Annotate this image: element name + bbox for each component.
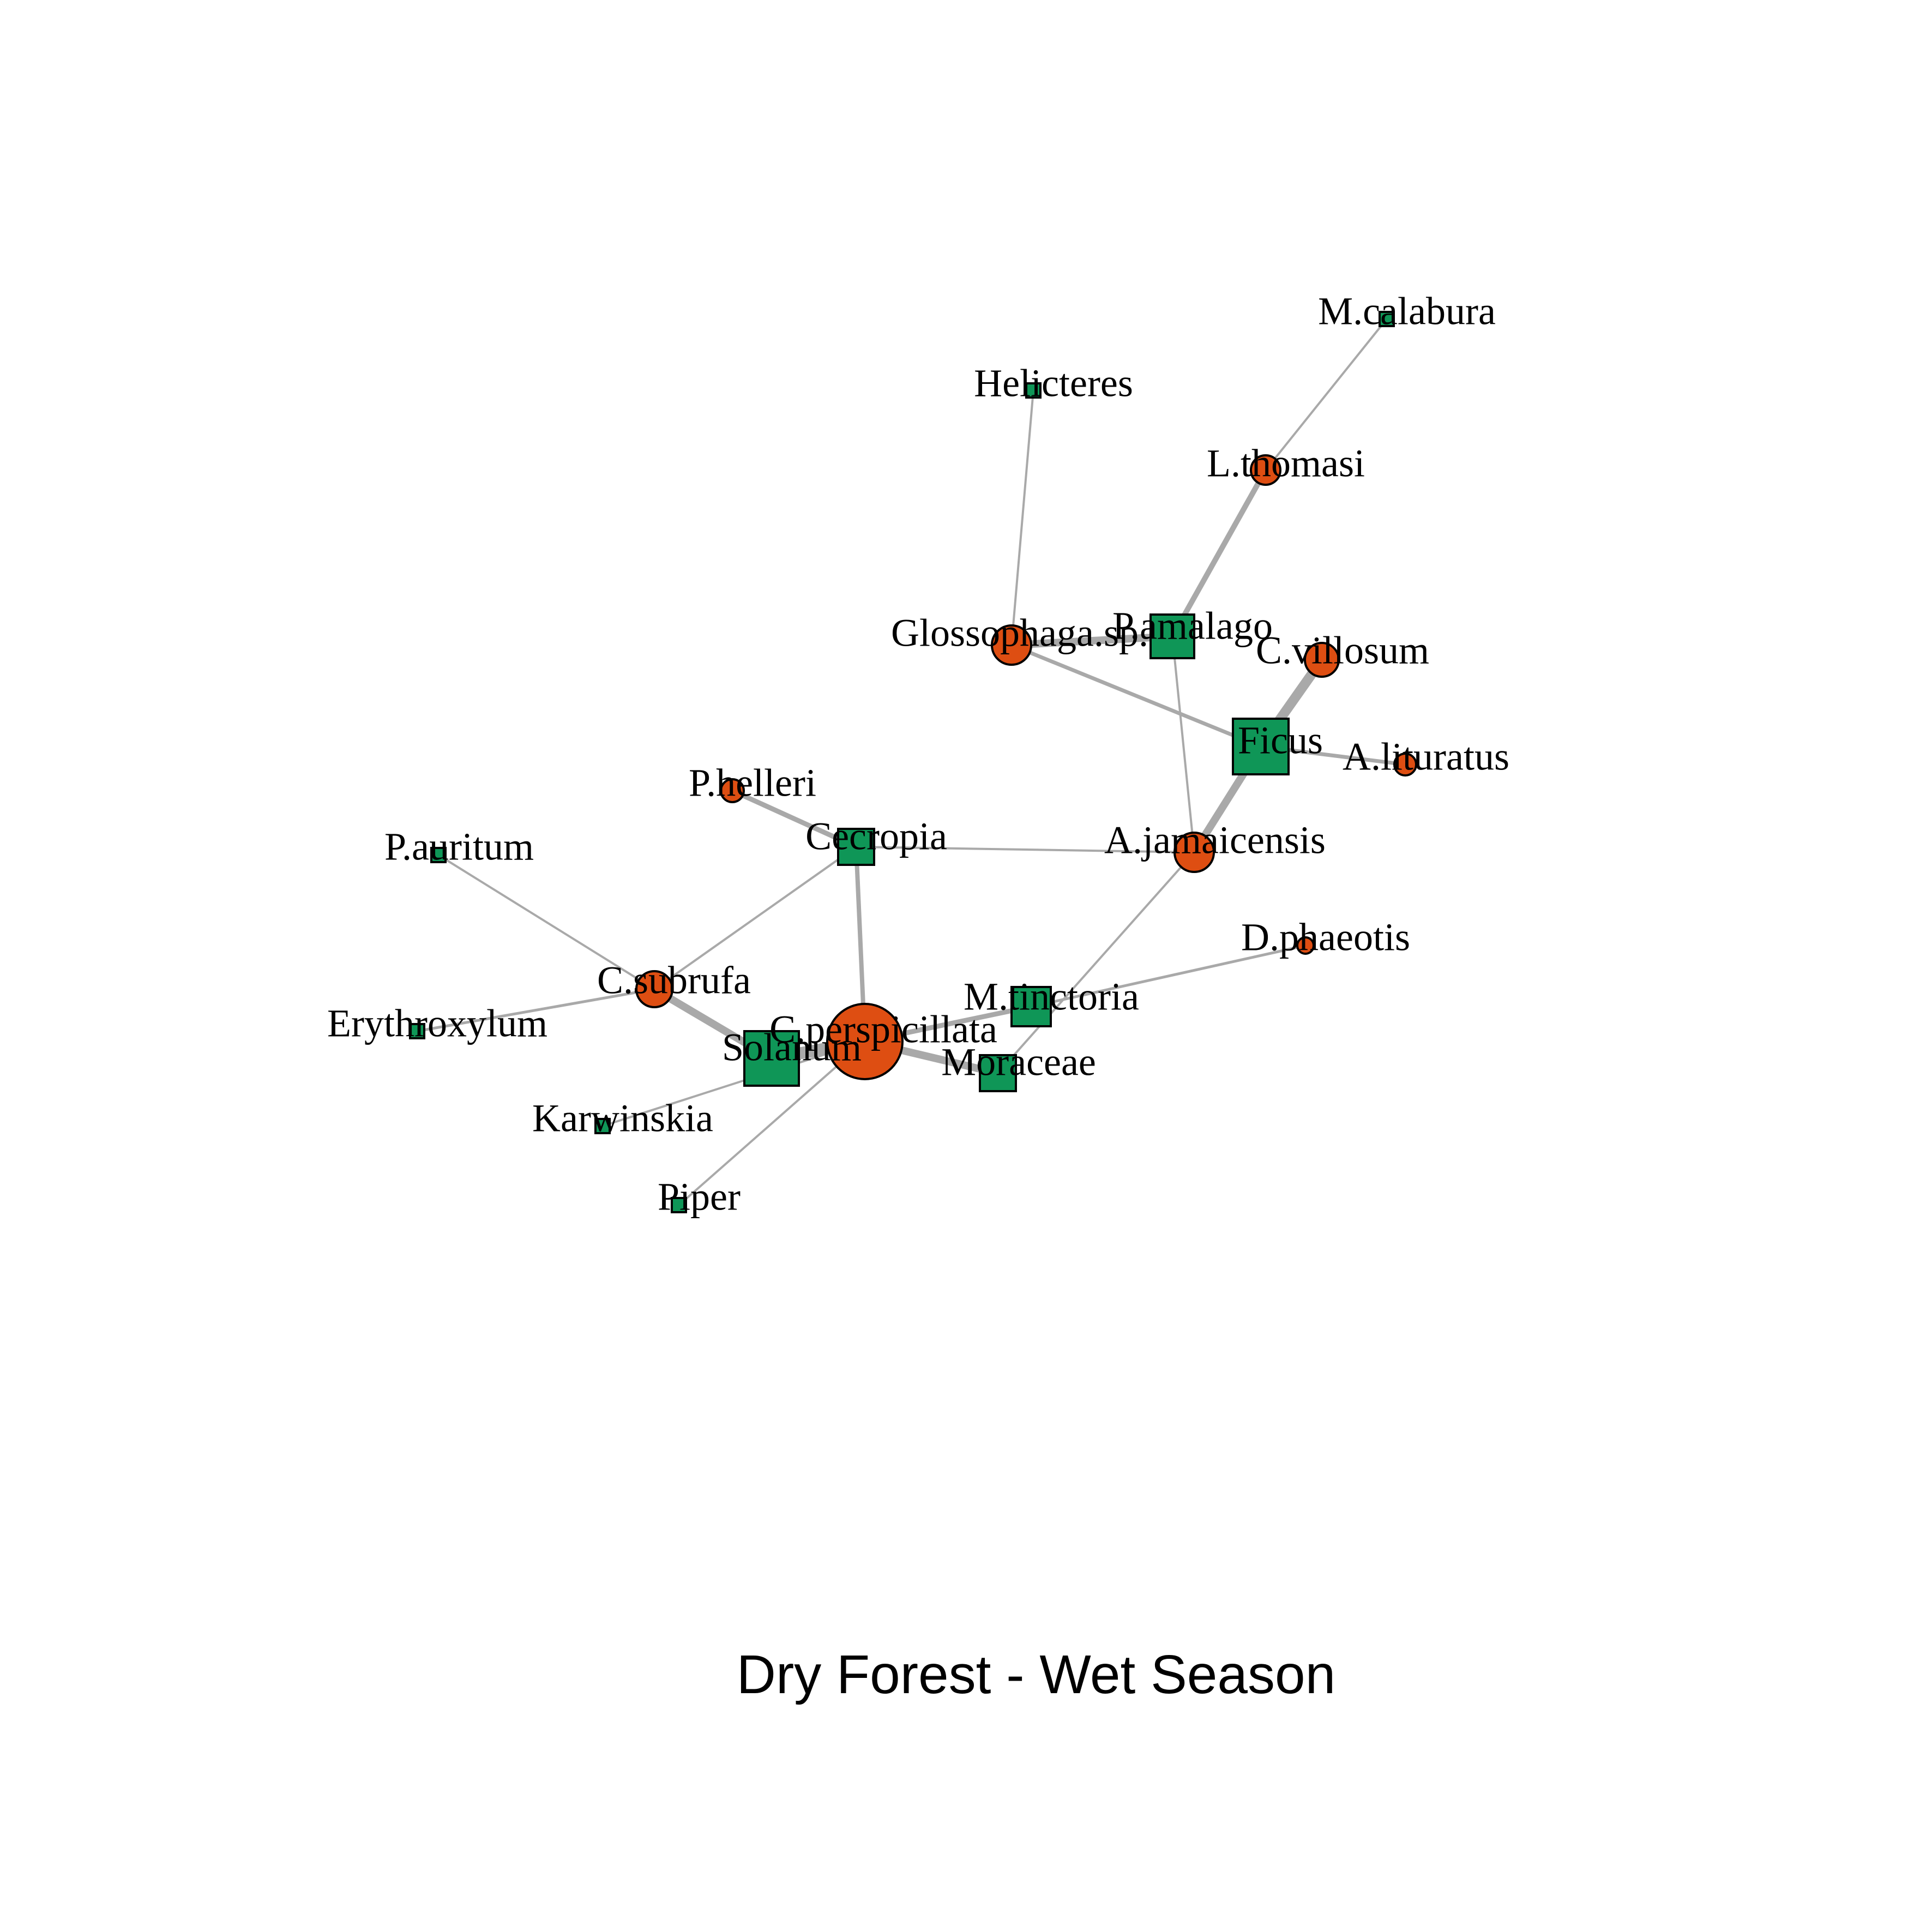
edge-glossophaga-sp-p-amalago — [1008, 633, 1176, 649]
node-m-tinctoria — [1010, 986, 1052, 1027]
node-label-c-villosum: C.villosum — [1256, 629, 1429, 672]
node-label-moraceae: Moraceae — [941, 1040, 1096, 1084]
node-label-helicteres: Helicteres — [974, 362, 1133, 405]
edge-p-helleri-cecropia — [730, 788, 859, 850]
node-label-erythroxylum: Erythroxylum — [327, 1002, 547, 1045]
edge-helicteres-glossophaga-sp — [1010, 389, 1034, 646]
node-solanum — [743, 1030, 800, 1087]
node-layer — [409, 311, 1417, 1213]
edge-d-phaeotis-m-tinctoria — [1030, 944, 1307, 1008]
edge-cecropia-c-subrufa — [653, 846, 857, 990]
node-label-c-perspicillata: C.perspicillata — [769, 1008, 997, 1051]
node-label-p-amalago: P.amalago — [1112, 604, 1273, 648]
node-c-perspicillata — [826, 1003, 904, 1080]
edge-m-calabura-l-thomasi — [1265, 318, 1388, 471]
node-cecropia — [837, 828, 875, 866]
node-label-a-lituratus: A.lituratus — [1343, 735, 1509, 779]
edge-c-subrufa-erythroxylum — [416, 988, 656, 1033]
edge-cecropia-a-jamaicensis — [855, 846, 1195, 853]
node-karwinskia — [594, 1118, 611, 1134]
edge-p-auritum-c-subrufa — [437, 854, 655, 990]
node-piper — [671, 1197, 687, 1213]
node-ficus — [1232, 718, 1290, 775]
node-glossophaga-sp — [991, 624, 1032, 666]
node-m-calabura — [1379, 311, 1395, 327]
node-label-d-phaeotis: D.phaeotis — [1241, 916, 1410, 959]
node-erythroxylum — [409, 1023, 425, 1039]
node-label-m-calabura: M.calabura — [1318, 290, 1496, 333]
edge-c-perspicillata-piper — [678, 1040, 866, 1206]
node-label-karwinskia: Karwinskia — [532, 1097, 713, 1140]
node-c-subrufa — [635, 970, 673, 1008]
edge-a-jamaicensis-moraceae — [997, 851, 1195, 1074]
label-layer: M.calabura Helicteres L.thomasi Glossophaga… — [327, 290, 1509, 1219]
node-p-amalago — [1149, 613, 1195, 659]
node-label-solanum: Solanum — [722, 1026, 862, 1069]
node-a-lituratus — [1393, 753, 1417, 777]
edge-p-amalago-a-jamaicensis — [1171, 635, 1195, 853]
node-a-jamaicensis — [1173, 832, 1215, 873]
node-d-phaeotis — [1296, 936, 1315, 955]
node-l-thomasi — [1250, 454, 1281, 486]
node-p-helleri — [720, 778, 745, 803]
node-c-villosum — [1304, 642, 1340, 678]
edge-layer — [416, 318, 1407, 1206]
node-label-cecropia: Cecropia — [805, 815, 947, 858]
edge-glossophaga-sp-ficus — [1009, 643, 1263, 749]
node-p-auritum — [430, 847, 447, 863]
node-helicteres — [1025, 382, 1042, 399]
node-label-glossophaga-sp: Glossophaga.sp. — [891, 611, 1148, 655]
node-label-p-auritum: P.auritum — [384, 825, 534, 869]
edge-l-thomasi-p-amalago — [1170, 467, 1268, 639]
node-label-ficus: Ficus — [1238, 719, 1323, 762]
node-label-a-jamaicensis: A.jamaicensis — [1104, 818, 1326, 862]
figure-title: Dry Forest - Wet Season — [737, 1644, 1336, 1705]
node-label-piper: Piper — [658, 1175, 741, 1219]
node-label-p-helleri: P.helleri — [689, 761, 816, 805]
node-moraceae — [979, 1054, 1017, 1092]
node-label-c-subrufa: C.subrufa — [597, 959, 751, 1002]
node-label-l-thomasi: L.thomasi — [1207, 442, 1365, 485]
edge-c-perspicillata-karwinskia — [601, 1040, 866, 1127]
node-label-m-tinctoria: M.tinctoria — [964, 975, 1139, 1019]
